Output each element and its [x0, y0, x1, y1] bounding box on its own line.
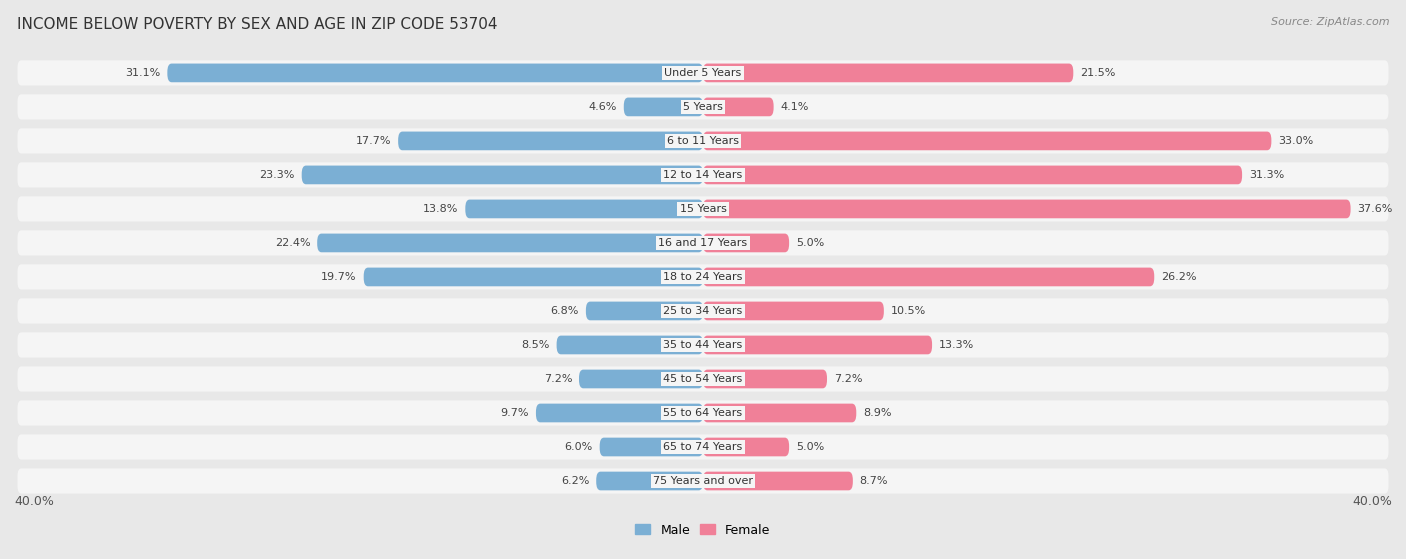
Text: Under 5 Years: Under 5 Years: [665, 68, 741, 78]
FancyBboxPatch shape: [703, 268, 1154, 286]
FancyBboxPatch shape: [17, 264, 1389, 290]
Text: 25 to 34 Years: 25 to 34 Years: [664, 306, 742, 316]
FancyBboxPatch shape: [703, 335, 932, 354]
Text: 5 Years: 5 Years: [683, 102, 723, 112]
FancyBboxPatch shape: [703, 472, 853, 490]
FancyBboxPatch shape: [17, 129, 1389, 154]
FancyBboxPatch shape: [703, 131, 1271, 150]
Text: 5.0%: 5.0%: [796, 238, 824, 248]
FancyBboxPatch shape: [318, 234, 703, 252]
FancyBboxPatch shape: [579, 369, 703, 389]
Text: 75 Years and over: 75 Years and over: [652, 476, 754, 486]
Text: 15 Years: 15 Years: [679, 204, 727, 214]
FancyBboxPatch shape: [17, 434, 1389, 459]
Text: 7.2%: 7.2%: [834, 374, 862, 384]
Text: 9.7%: 9.7%: [501, 408, 529, 418]
Text: Source: ZipAtlas.com: Source: ZipAtlas.com: [1271, 17, 1389, 27]
Text: 40.0%: 40.0%: [1353, 495, 1392, 508]
Text: 6.2%: 6.2%: [561, 476, 589, 486]
Legend: Male, Female: Male, Female: [630, 519, 776, 542]
FancyBboxPatch shape: [557, 335, 703, 354]
Text: 45 to 54 Years: 45 to 54 Years: [664, 374, 742, 384]
FancyBboxPatch shape: [703, 165, 1241, 184]
Text: 13.8%: 13.8%: [423, 204, 458, 214]
FancyBboxPatch shape: [364, 268, 703, 286]
Text: 8.5%: 8.5%: [522, 340, 550, 350]
Text: 7.2%: 7.2%: [544, 374, 572, 384]
FancyBboxPatch shape: [703, 404, 856, 423]
Text: 23.3%: 23.3%: [260, 170, 295, 180]
Text: 4.1%: 4.1%: [780, 102, 808, 112]
FancyBboxPatch shape: [302, 165, 703, 184]
FancyBboxPatch shape: [703, 369, 827, 389]
Text: 26.2%: 26.2%: [1161, 272, 1197, 282]
Text: 16 and 17 Years: 16 and 17 Years: [658, 238, 748, 248]
Text: 6.0%: 6.0%: [565, 442, 593, 452]
FancyBboxPatch shape: [398, 131, 703, 150]
FancyBboxPatch shape: [17, 230, 1389, 255]
FancyBboxPatch shape: [536, 404, 703, 423]
FancyBboxPatch shape: [465, 200, 703, 218]
Text: 55 to 64 Years: 55 to 64 Years: [664, 408, 742, 418]
Text: 12 to 14 Years: 12 to 14 Years: [664, 170, 742, 180]
Text: 10.5%: 10.5%: [891, 306, 927, 316]
FancyBboxPatch shape: [17, 94, 1389, 120]
Text: 17.7%: 17.7%: [356, 136, 391, 146]
FancyBboxPatch shape: [703, 98, 773, 116]
FancyBboxPatch shape: [17, 60, 1389, 86]
FancyBboxPatch shape: [599, 438, 703, 456]
Text: 22.4%: 22.4%: [274, 238, 311, 248]
Text: 40.0%: 40.0%: [14, 495, 53, 508]
FancyBboxPatch shape: [17, 366, 1389, 391]
Text: 65 to 74 Years: 65 to 74 Years: [664, 442, 742, 452]
FancyBboxPatch shape: [624, 98, 703, 116]
Text: 31.3%: 31.3%: [1249, 170, 1284, 180]
FancyBboxPatch shape: [17, 333, 1389, 358]
Text: 35 to 44 Years: 35 to 44 Years: [664, 340, 742, 350]
Text: 5.0%: 5.0%: [796, 442, 824, 452]
FancyBboxPatch shape: [703, 200, 1351, 218]
Text: 31.1%: 31.1%: [125, 68, 160, 78]
Text: 8.7%: 8.7%: [859, 476, 889, 486]
Text: 19.7%: 19.7%: [322, 272, 357, 282]
Text: 21.5%: 21.5%: [1080, 68, 1115, 78]
Text: INCOME BELOW POVERTY BY SEX AND AGE IN ZIP CODE 53704: INCOME BELOW POVERTY BY SEX AND AGE IN Z…: [17, 17, 498, 32]
FancyBboxPatch shape: [586, 302, 703, 320]
Text: 4.6%: 4.6%: [589, 102, 617, 112]
FancyBboxPatch shape: [703, 64, 1073, 82]
Text: 6.8%: 6.8%: [551, 306, 579, 316]
Text: 37.6%: 37.6%: [1358, 204, 1393, 214]
FancyBboxPatch shape: [703, 234, 789, 252]
FancyBboxPatch shape: [596, 472, 703, 490]
Text: 6 to 11 Years: 6 to 11 Years: [666, 136, 740, 146]
FancyBboxPatch shape: [167, 64, 703, 82]
Text: 33.0%: 33.0%: [1278, 136, 1313, 146]
FancyBboxPatch shape: [703, 302, 884, 320]
Text: 18 to 24 Years: 18 to 24 Years: [664, 272, 742, 282]
FancyBboxPatch shape: [17, 196, 1389, 221]
FancyBboxPatch shape: [17, 299, 1389, 324]
Text: 8.9%: 8.9%: [863, 408, 891, 418]
FancyBboxPatch shape: [17, 400, 1389, 425]
FancyBboxPatch shape: [17, 468, 1389, 494]
FancyBboxPatch shape: [703, 438, 789, 456]
Text: 13.3%: 13.3%: [939, 340, 974, 350]
FancyBboxPatch shape: [17, 162, 1389, 187]
